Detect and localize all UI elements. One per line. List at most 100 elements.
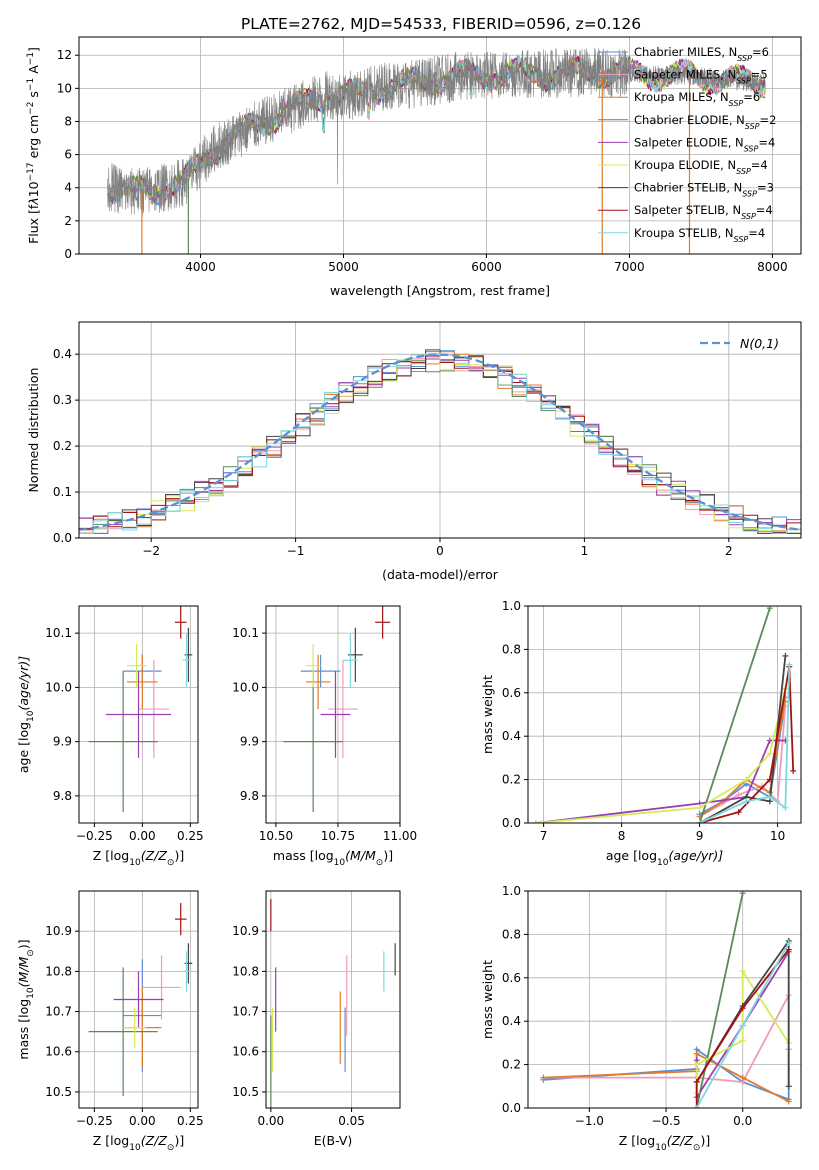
label-part: −2 [26, 102, 36, 115]
label-part: )] [174, 1133, 184, 1148]
legend-value: =5 [751, 68, 768, 82]
mass-weight-line [695, 893, 744, 1108]
label-part: A [26, 65, 41, 78]
x-tick-label: 0.25 [177, 829, 204, 843]
axes-frame [265, 890, 401, 1109]
axes-frame [78, 605, 199, 824]
plot-area [88, 903, 193, 1096]
legend-name: Chabrier STELIB, N [634, 181, 742, 195]
legend-sub: SSP [736, 167, 751, 176]
spectrum-panel: 4000 5000 6000 7000 8000 0 2 4 6 8 10 12 wavelength … [26, 36, 802, 298]
legend-value: =4 [756, 203, 773, 217]
plot-area [532, 606, 797, 823]
x-tick-label: 0.00 [257, 1114, 284, 1128]
label-part: age [log [16, 722, 31, 773]
label-part: Z [log [619, 1133, 655, 1148]
y-tick-label: 9.9 [240, 735, 259, 749]
legend-entry: Chabrier ELODIE, NSSP=2 [634, 113, 776, 131]
mass-weight-line [698, 607, 771, 823]
y-tick-label: 0.0 [502, 1101, 521, 1115]
x-tick-label: 7000 [614, 260, 645, 274]
label-part: Z [log [93, 1133, 129, 1148]
legend-entry: Salpeter STELIB, NSSP=4 [634, 203, 773, 221]
label-part: 10 [129, 1143, 141, 1153]
legend-name: Kroupa ELODIE, N [634, 158, 736, 172]
y-tick-label: 1.0 [502, 884, 521, 898]
label-part: ⊙ [693, 1143, 701, 1153]
legend-name: Salpeter MILES, N [634, 68, 736, 82]
label-part: )] [700, 1133, 710, 1148]
x-tick-label: 11.00 [383, 829, 417, 843]
y-tick-label: 10.9 [232, 924, 259, 938]
x-axis-label: (data-model)/error [382, 567, 499, 582]
x-tick-label: −1.0 [575, 1114, 604, 1128]
legend-name: Chabrier MILES, N [634, 45, 737, 59]
y-tick-label: 0.4 [502, 1014, 521, 1028]
axes-frame [265, 605, 401, 824]
x-tick-label: −0.25 [76, 1114, 113, 1128]
mass-weight-line [695, 949, 790, 1108]
label-part: 10 [26, 181, 41, 197]
label-part: (M/M [16, 957, 31, 988]
x-tick-label: 10.50 [259, 829, 293, 843]
legend-entry: Chabrier MILES, NSSP=6 [634, 45, 769, 63]
y-tick-label: 10.8 [45, 964, 72, 978]
plot-area [79, 349, 801, 534]
x-tick-label: 0.00 [129, 1114, 156, 1128]
y-tick-label: 12 [57, 48, 72, 62]
label-part: (M/M [345, 848, 376, 863]
x-tick-label: 9 [696, 829, 704, 843]
age-vs-metallicity-panel: −0.25 0.00 0.259.89.910.010.1Z [log10(Z/Z⊙… [16, 605, 204, 868]
y-tick-label: 0.8 [502, 927, 521, 941]
y-axis-label: mass weight [480, 675, 495, 754]
x-tick-label: −2 [142, 544, 160, 558]
label-part: −1 [26, 52, 36, 65]
y-tick-label: 8 [64, 114, 72, 128]
legend-entry: Salpeter MILES, NSSP=5 [634, 68, 768, 86]
grid [266, 891, 400, 1108]
x-tick-label: 6000 [471, 260, 502, 274]
label-part: Flux [f [26, 204, 41, 244]
y-tick-label: 10.1 [232, 626, 259, 640]
label-part: 10 [129, 858, 141, 868]
legend-entry: N(0,1) [740, 336, 779, 351]
x-tick-label: 7 [540, 829, 548, 843]
x-axis-label: mass [log10(M/M⊙)] [273, 848, 393, 868]
y-tick-label: 10.7 [232, 1005, 259, 1019]
legend-name: Chabrier ELODIE, N [634, 113, 745, 127]
legend-name: Salpeter ELODIE, N [634, 135, 744, 149]
figure-title: PLATE=2762, MJD=54533, FIBERID=0596, z=0… [241, 15, 641, 33]
label-part: (Z/Z [667, 1133, 694, 1148]
label-part: age [log [606, 848, 657, 863]
mass-weight-vs-metallicity-panel: −1.0 −0.5 0.0 0.0 0.2 0.4 0.6 0.8 1.0 Z [log10(Z/… [480, 884, 802, 1153]
label-part: mass [log [16, 999, 31, 1060]
y-tick-label: 0.8 [502, 642, 521, 656]
x-axis-label: E(B-V) [314, 1133, 353, 1148]
y-tick-label: 2 [64, 214, 72, 228]
age-vs-mass-panel: 10.50 10.75 11.00 9.8 9.9 10.0 10.1 mass [log10… [232, 605, 417, 868]
y-tick-label: 9.9 [53, 735, 72, 749]
axes-frame [78, 890, 199, 1109]
y-tick-label: 0.1 [53, 485, 72, 499]
y-tick-label: 0 [64, 247, 72, 261]
normal-curve [79, 353, 801, 532]
label-part: )] [174, 848, 184, 863]
legend-value: =2 [760, 113, 777, 127]
legend-sub: SSP [744, 144, 759, 153]
histogram-step [79, 353, 801, 534]
label-part: s [26, 91, 41, 102]
legend-sub: SSP [745, 121, 760, 130]
legend-sub: SSP [741, 212, 756, 221]
y-tick-label: 6 [64, 148, 72, 162]
x-tick-label: 2 [725, 544, 733, 558]
axes-frame [527, 605, 802, 824]
label-part: 10 [26, 987, 36, 999]
axes-frame [78, 36, 802, 255]
label-part: ] [26, 47, 41, 52]
legend-value: =6 [743, 90, 760, 104]
y-tick-label: 0.4 [502, 729, 521, 743]
label-part: 10 [334, 858, 346, 868]
